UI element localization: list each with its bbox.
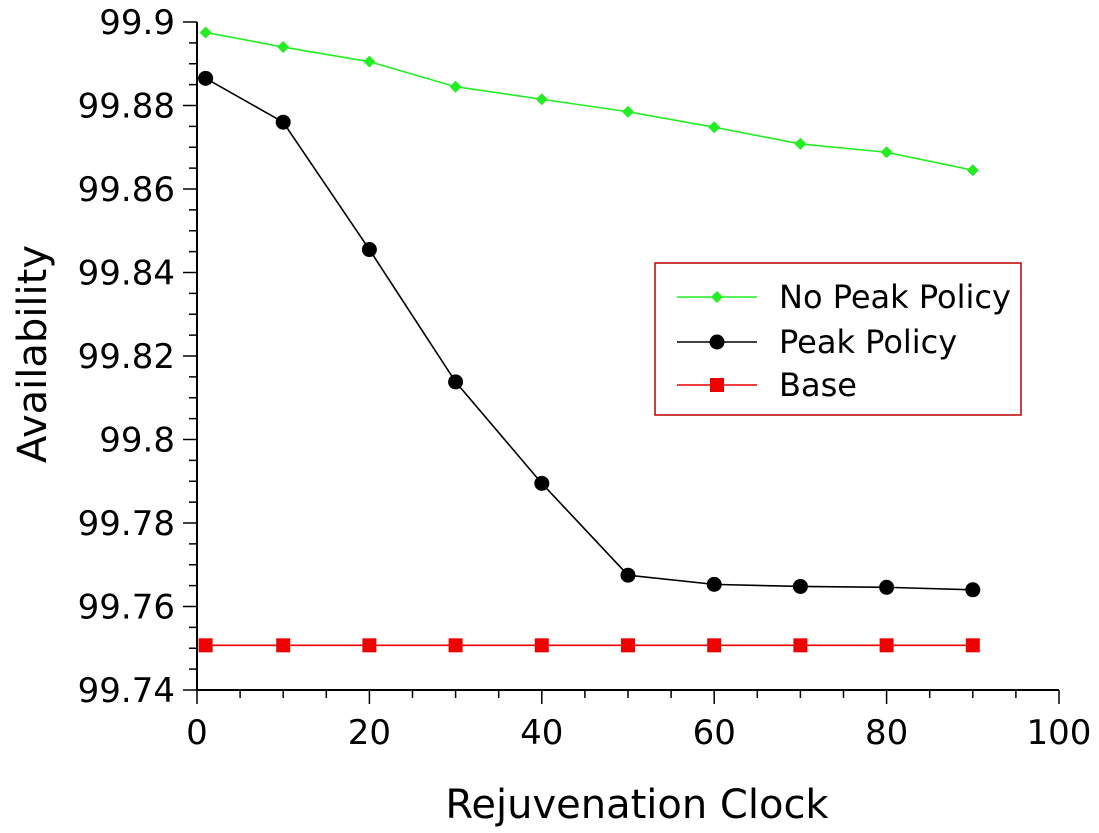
- x-tick-label: 40: [520, 713, 563, 753]
- x-tick-label: 80: [865, 713, 908, 753]
- data-point: [277, 41, 290, 54]
- data-point: [534, 638, 549, 653]
- data-point: [198, 638, 213, 653]
- data-point: [792, 578, 808, 594]
- y-tick-label: 99.78: [78, 504, 175, 544]
- data-point: [363, 55, 376, 68]
- data-point: [199, 26, 212, 39]
- data-point: [706, 576, 722, 592]
- legend-marker: [710, 378, 724, 392]
- y-tick-label: 99.88: [78, 87, 175, 127]
- data-point: [793, 638, 808, 653]
- y-tick-label: 99.9: [99, 3, 175, 43]
- data-point: [794, 137, 807, 150]
- data-point: [708, 121, 721, 134]
- series-1: [198, 70, 981, 598]
- y-tick-label: 99.74: [78, 671, 175, 711]
- chart-series: [198, 26, 981, 653]
- legend-entry: Peak Policy: [677, 323, 957, 361]
- data-point: [362, 638, 377, 653]
- legend-label: Peak Policy: [779, 323, 957, 361]
- legend-marker: [711, 291, 723, 303]
- series-2: [198, 638, 980, 653]
- data-point: [707, 638, 722, 653]
- data-point: [276, 638, 291, 653]
- data-point: [966, 164, 979, 177]
- chart-ticks: [183, 21, 1060, 704]
- series-line: [205, 77, 973, 591]
- data-point: [879, 579, 895, 595]
- y-tick-label: 99.82: [78, 337, 175, 377]
- data-point: [535, 93, 548, 106]
- y-axis-title: Availability: [10, 245, 56, 463]
- legend-entry: Base: [677, 366, 857, 404]
- data-point: [622, 105, 634, 118]
- data-point: [879, 638, 894, 653]
- legend-label: Base: [779, 366, 857, 404]
- data-point: [880, 146, 893, 159]
- chart-tick-labels: 0 20 40 60 80 100 99.74 99.76 99.78 99.8 99.82 99.8…: [78, 3, 1092, 753]
- legend-marker: [709, 334, 725, 350]
- y-tick-label: 99.76: [78, 588, 175, 628]
- x-tick-label: 60: [693, 713, 736, 753]
- x-tick-label: 100: [1027, 713, 1092, 753]
- data-point: [534, 475, 550, 491]
- series-0: [199, 26, 979, 177]
- legend-entry: No Peak Policy: [677, 278, 1011, 316]
- x-tick-label: 0: [186, 713, 208, 753]
- data-point: [275, 114, 291, 130]
- data-point: [448, 638, 463, 653]
- x-axis-title: Rejuvenation Clock: [445, 782, 829, 828]
- chart-legend: No Peak Policy Peak Policy Base: [654, 262, 1022, 416]
- series-line: [205, 31, 973, 171]
- y-tick-label: 99.8: [99, 421, 175, 461]
- data-point: [198, 70, 214, 86]
- data-point: [361, 242, 377, 258]
- y-tick-label: 99.84: [78, 254, 175, 294]
- data-point: [621, 638, 635, 653]
- legend-label: No Peak Policy: [779, 278, 1011, 316]
- data-point: [448, 374, 464, 390]
- data-point: [449, 80, 462, 93]
- y-tick-label: 99.86: [78, 170, 175, 210]
- data-point: [965, 582, 981, 598]
- data-point: [965, 638, 980, 653]
- x-tick-label: 20: [348, 713, 391, 753]
- data-point: [620, 567, 636, 583]
